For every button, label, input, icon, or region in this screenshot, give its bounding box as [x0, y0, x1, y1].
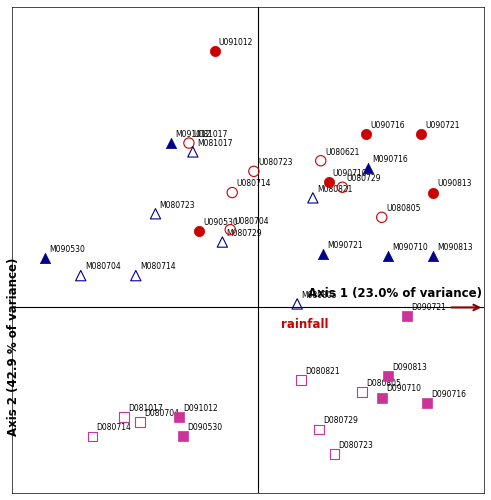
Point [384, 372, 392, 380]
Point [317, 156, 325, 164]
Point [120, 413, 128, 421]
Text: D080714: D080714 [97, 424, 132, 432]
Text: U080714: U080714 [236, 180, 271, 188]
Point [211, 47, 218, 55]
Text: U080729: U080729 [347, 174, 381, 183]
Point [330, 450, 338, 458]
Text: M090530: M090530 [50, 245, 85, 254]
Text: D081017: D081017 [128, 404, 163, 413]
Point [325, 178, 332, 186]
Point [297, 376, 305, 384]
Point [358, 388, 366, 396]
Point [132, 272, 140, 280]
Text: M080704: M080704 [85, 262, 121, 272]
Point [167, 139, 175, 147]
Point [423, 399, 431, 407]
Text: D090721: D090721 [411, 303, 446, 312]
Point [429, 188, 437, 196]
Text: M081017: M081017 [197, 138, 233, 147]
Text: M090721: M090721 [327, 242, 362, 250]
Text: M080821: M080821 [317, 184, 353, 194]
Text: U080805: U080805 [386, 204, 420, 213]
Point [41, 254, 49, 262]
Point [250, 168, 258, 175]
Text: M090710: M090710 [392, 243, 428, 252]
Point [378, 214, 385, 222]
Text: D080704: D080704 [144, 409, 179, 418]
Text: U080704: U080704 [234, 216, 269, 226]
Point [417, 130, 425, 138]
Text: M080729: M080729 [226, 229, 262, 238]
Point [218, 238, 226, 246]
Text: M091012: M091012 [175, 130, 211, 139]
Text: Axis 2 (42.9 % of variance): Axis 2 (42.9 % of variance) [7, 258, 20, 436]
Point [362, 130, 370, 138]
Text: U090710: U090710 [333, 169, 367, 178]
Point [293, 300, 301, 308]
Text: U090530: U090530 [203, 218, 238, 228]
Point [226, 226, 234, 234]
Text: D080821: D080821 [305, 367, 340, 376]
Text: U090721: U090721 [425, 121, 460, 130]
Point [195, 228, 203, 235]
Point [384, 252, 392, 260]
Text: M090813: M090813 [437, 243, 473, 252]
Text: U090813: U090813 [437, 180, 471, 188]
Text: U080723: U080723 [258, 158, 293, 167]
Text: U090716: U090716 [370, 121, 405, 130]
Text: D091012: D091012 [183, 404, 218, 413]
Text: D090530: D090530 [187, 424, 222, 432]
Point [364, 164, 372, 172]
Point [152, 210, 160, 218]
Text: D080723: D080723 [339, 441, 374, 450]
Point [189, 148, 197, 156]
Text: D080729: D080729 [323, 416, 358, 426]
Point [319, 250, 327, 258]
Point [429, 252, 437, 260]
Text: M080805: M080805 [301, 290, 337, 300]
Text: rainfall: rainfall [281, 318, 329, 331]
Point [404, 312, 411, 320]
Text: D080805: D080805 [366, 379, 401, 388]
Point [309, 194, 317, 202]
Text: U081017: U081017 [193, 130, 227, 139]
Point [185, 139, 193, 147]
Point [77, 272, 84, 280]
Text: D090710: D090710 [386, 384, 421, 394]
Point [228, 188, 236, 196]
Text: U080621: U080621 [325, 148, 359, 156]
Point [338, 183, 346, 191]
Text: M090716: M090716 [372, 154, 408, 164]
Point [136, 418, 144, 426]
Point [175, 413, 183, 421]
Point [315, 426, 323, 434]
Point [179, 432, 187, 440]
Point [378, 394, 385, 402]
Text: M080714: M080714 [140, 262, 176, 272]
Text: Axis 1 (23.0% of variance): Axis 1 (23.0% of variance) [308, 288, 482, 300]
Point [88, 432, 96, 440]
Text: D090716: D090716 [431, 390, 466, 398]
Text: M080723: M080723 [160, 200, 195, 209]
Text: U091012: U091012 [218, 38, 253, 47]
Text: D090813: D090813 [392, 363, 427, 372]
